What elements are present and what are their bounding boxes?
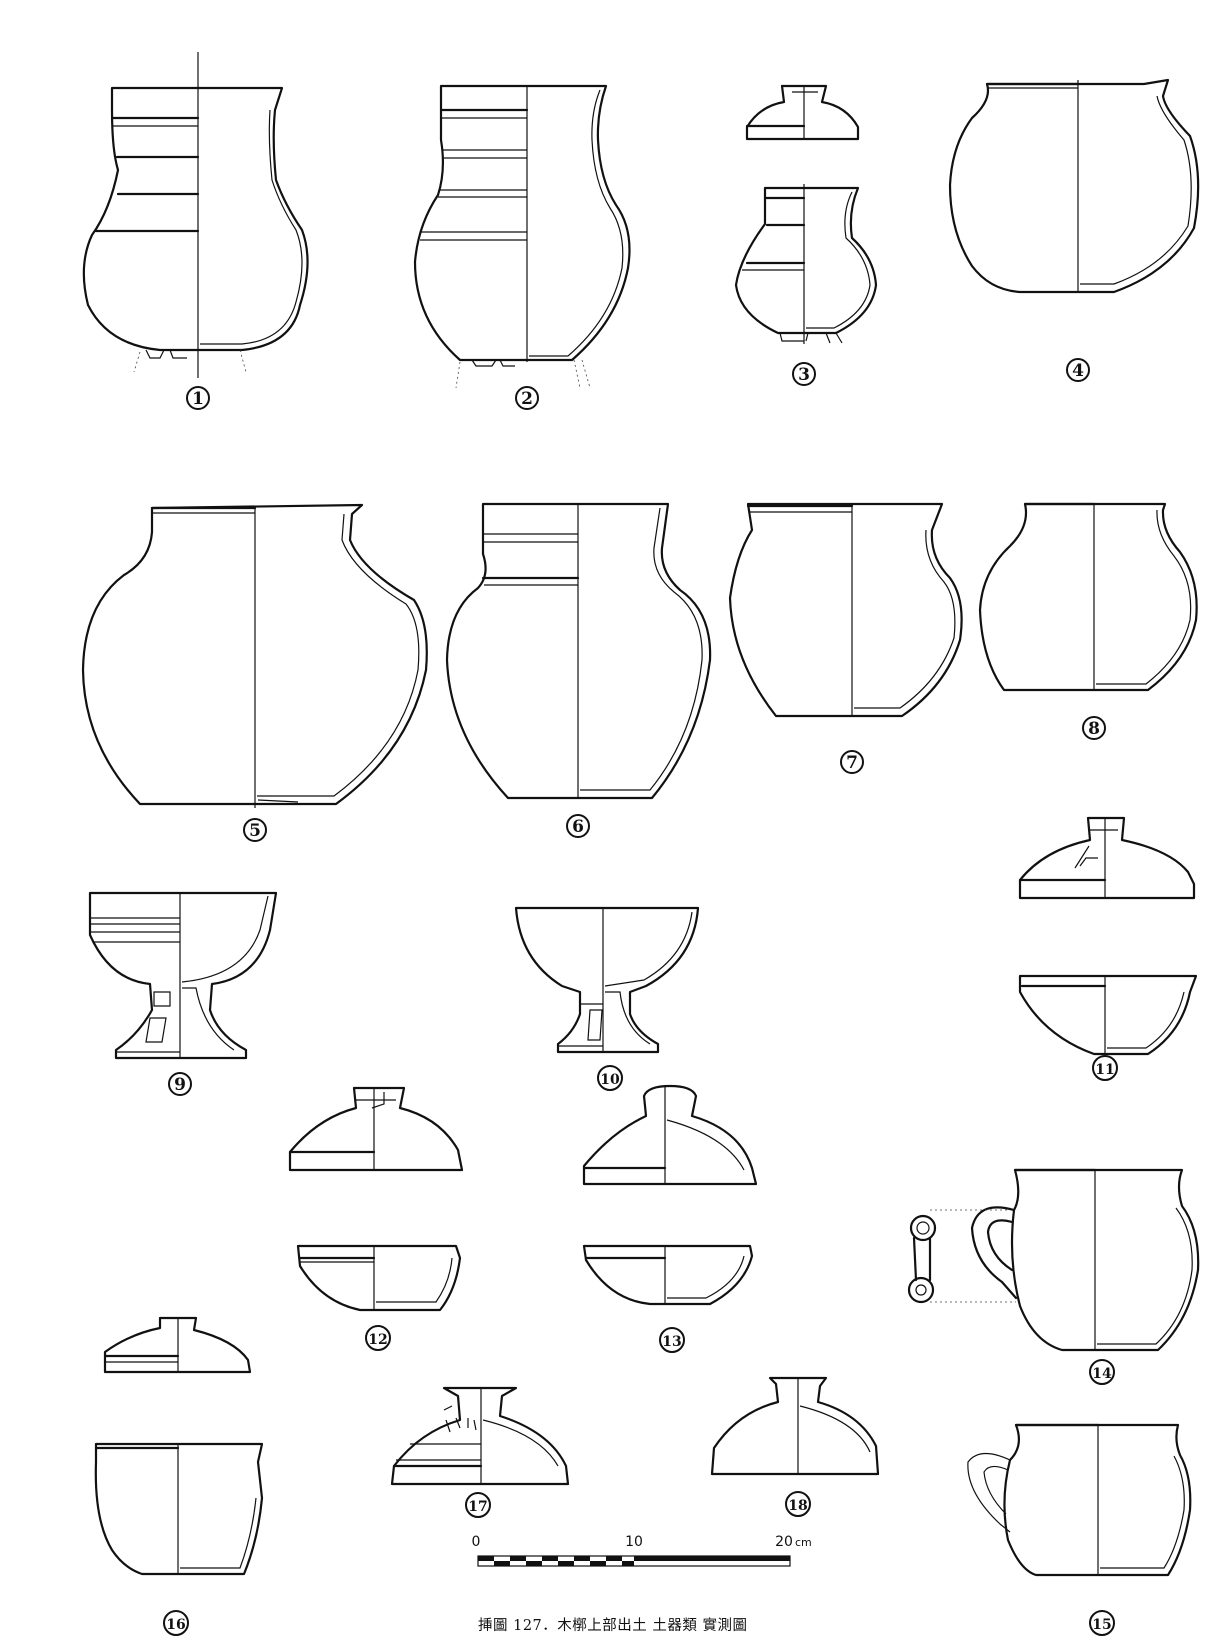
vessel-7-drawing <box>728 502 963 718</box>
scale-tick-0: 0 <box>472 1534 481 1550</box>
vessel-18-drawing <box>710 1376 880 1476</box>
vessel-12-drawing <box>288 1086 464 1312</box>
vessel-label-15: 15 <box>1089 1610 1115 1636</box>
vessel-13-drawing <box>582 1084 758 1306</box>
vessel-6-drawing <box>445 502 712 800</box>
svg-text:9: 9 <box>174 1075 186 1095</box>
svg-text:13: 13 <box>662 1334 681 1350</box>
scale-tick-20: 20 <box>775 1534 793 1550</box>
vessel-label-14: 14 <box>1089 1359 1115 1385</box>
figure-caption: 挿圖 127．木槨上部出土 土器類 實測圖 <box>478 1618 748 1634</box>
vessel-label-16: 16 <box>163 1610 189 1636</box>
vessel-label-10: 10 <box>597 1065 623 1091</box>
vessel-label-3: 3 <box>792 362 816 386</box>
vessel-11-drawing <box>1018 816 1198 1056</box>
vessel-9-drawing <box>88 891 278 1060</box>
svg-text:4: 4 <box>1072 361 1084 381</box>
vessel-16-drawing <box>94 1316 264 1576</box>
vessel-label-18: 18 <box>785 1491 811 1517</box>
scale-tick-10: 10 <box>625 1534 643 1550</box>
svg-text:12: 12 <box>368 1332 387 1348</box>
svg-text:10: 10 <box>600 1072 620 1088</box>
vessel-10-drawing <box>514 906 700 1054</box>
vessel-2-drawing <box>413 84 631 389</box>
svg-text:8: 8 <box>1088 719 1100 739</box>
vessel-1-drawing <box>82 52 309 378</box>
svg-text:1: 1 <box>192 389 204 409</box>
vessel-label-17: 17 <box>465 1492 491 1518</box>
vessel-label-7: 7 <box>840 750 864 774</box>
vessel-label-4: 4 <box>1066 358 1090 382</box>
vessel-label-11: 11 <box>1092 1055 1118 1081</box>
vessel-3-drawing <box>734 84 878 344</box>
vessel-15-drawing <box>967 1423 1192 1577</box>
svg-text:15: 15 <box>1092 1617 1111 1633</box>
vessel-label-2: 2 <box>515 386 539 410</box>
vessel-8-drawing <box>978 502 1198 692</box>
scale-unit: cm <box>795 1536 812 1549</box>
svg-text:7: 7 <box>846 753 858 773</box>
vessel-label-9: 9 <box>168 1072 192 1096</box>
vessel-label-12: 12 <box>365 1325 391 1351</box>
vessel-label-1: 1 <box>186 386 210 410</box>
vessel-label-6: 6 <box>566 814 590 838</box>
svg-text:17: 17 <box>468 1499 487 1515</box>
vessel-17-drawing <box>390 1386 570 1486</box>
vessel-14-drawing <box>907 1168 1200 1352</box>
vessel-label-13: 13 <box>659 1327 685 1353</box>
svg-text:3: 3 <box>798 365 810 385</box>
vessel-label-8: 8 <box>1082 716 1106 740</box>
vessel-4-drawing <box>948 78 1200 294</box>
vessel-5-drawing <box>81 503 428 808</box>
svg-text:18: 18 <box>788 1498 807 1514</box>
vessel-label-5: 5 <box>243 818 267 842</box>
scale-bar: 0 10 20 cm <box>472 1534 812 1567</box>
svg-text:11: 11 <box>1095 1062 1114 1078</box>
svg-text:6: 6 <box>572 817 584 837</box>
svg-text:5: 5 <box>249 821 261 841</box>
svg-text:14: 14 <box>1092 1366 1112 1382</box>
svg-text:16: 16 <box>166 1617 185 1633</box>
svg-text:2: 2 <box>521 389 533 409</box>
